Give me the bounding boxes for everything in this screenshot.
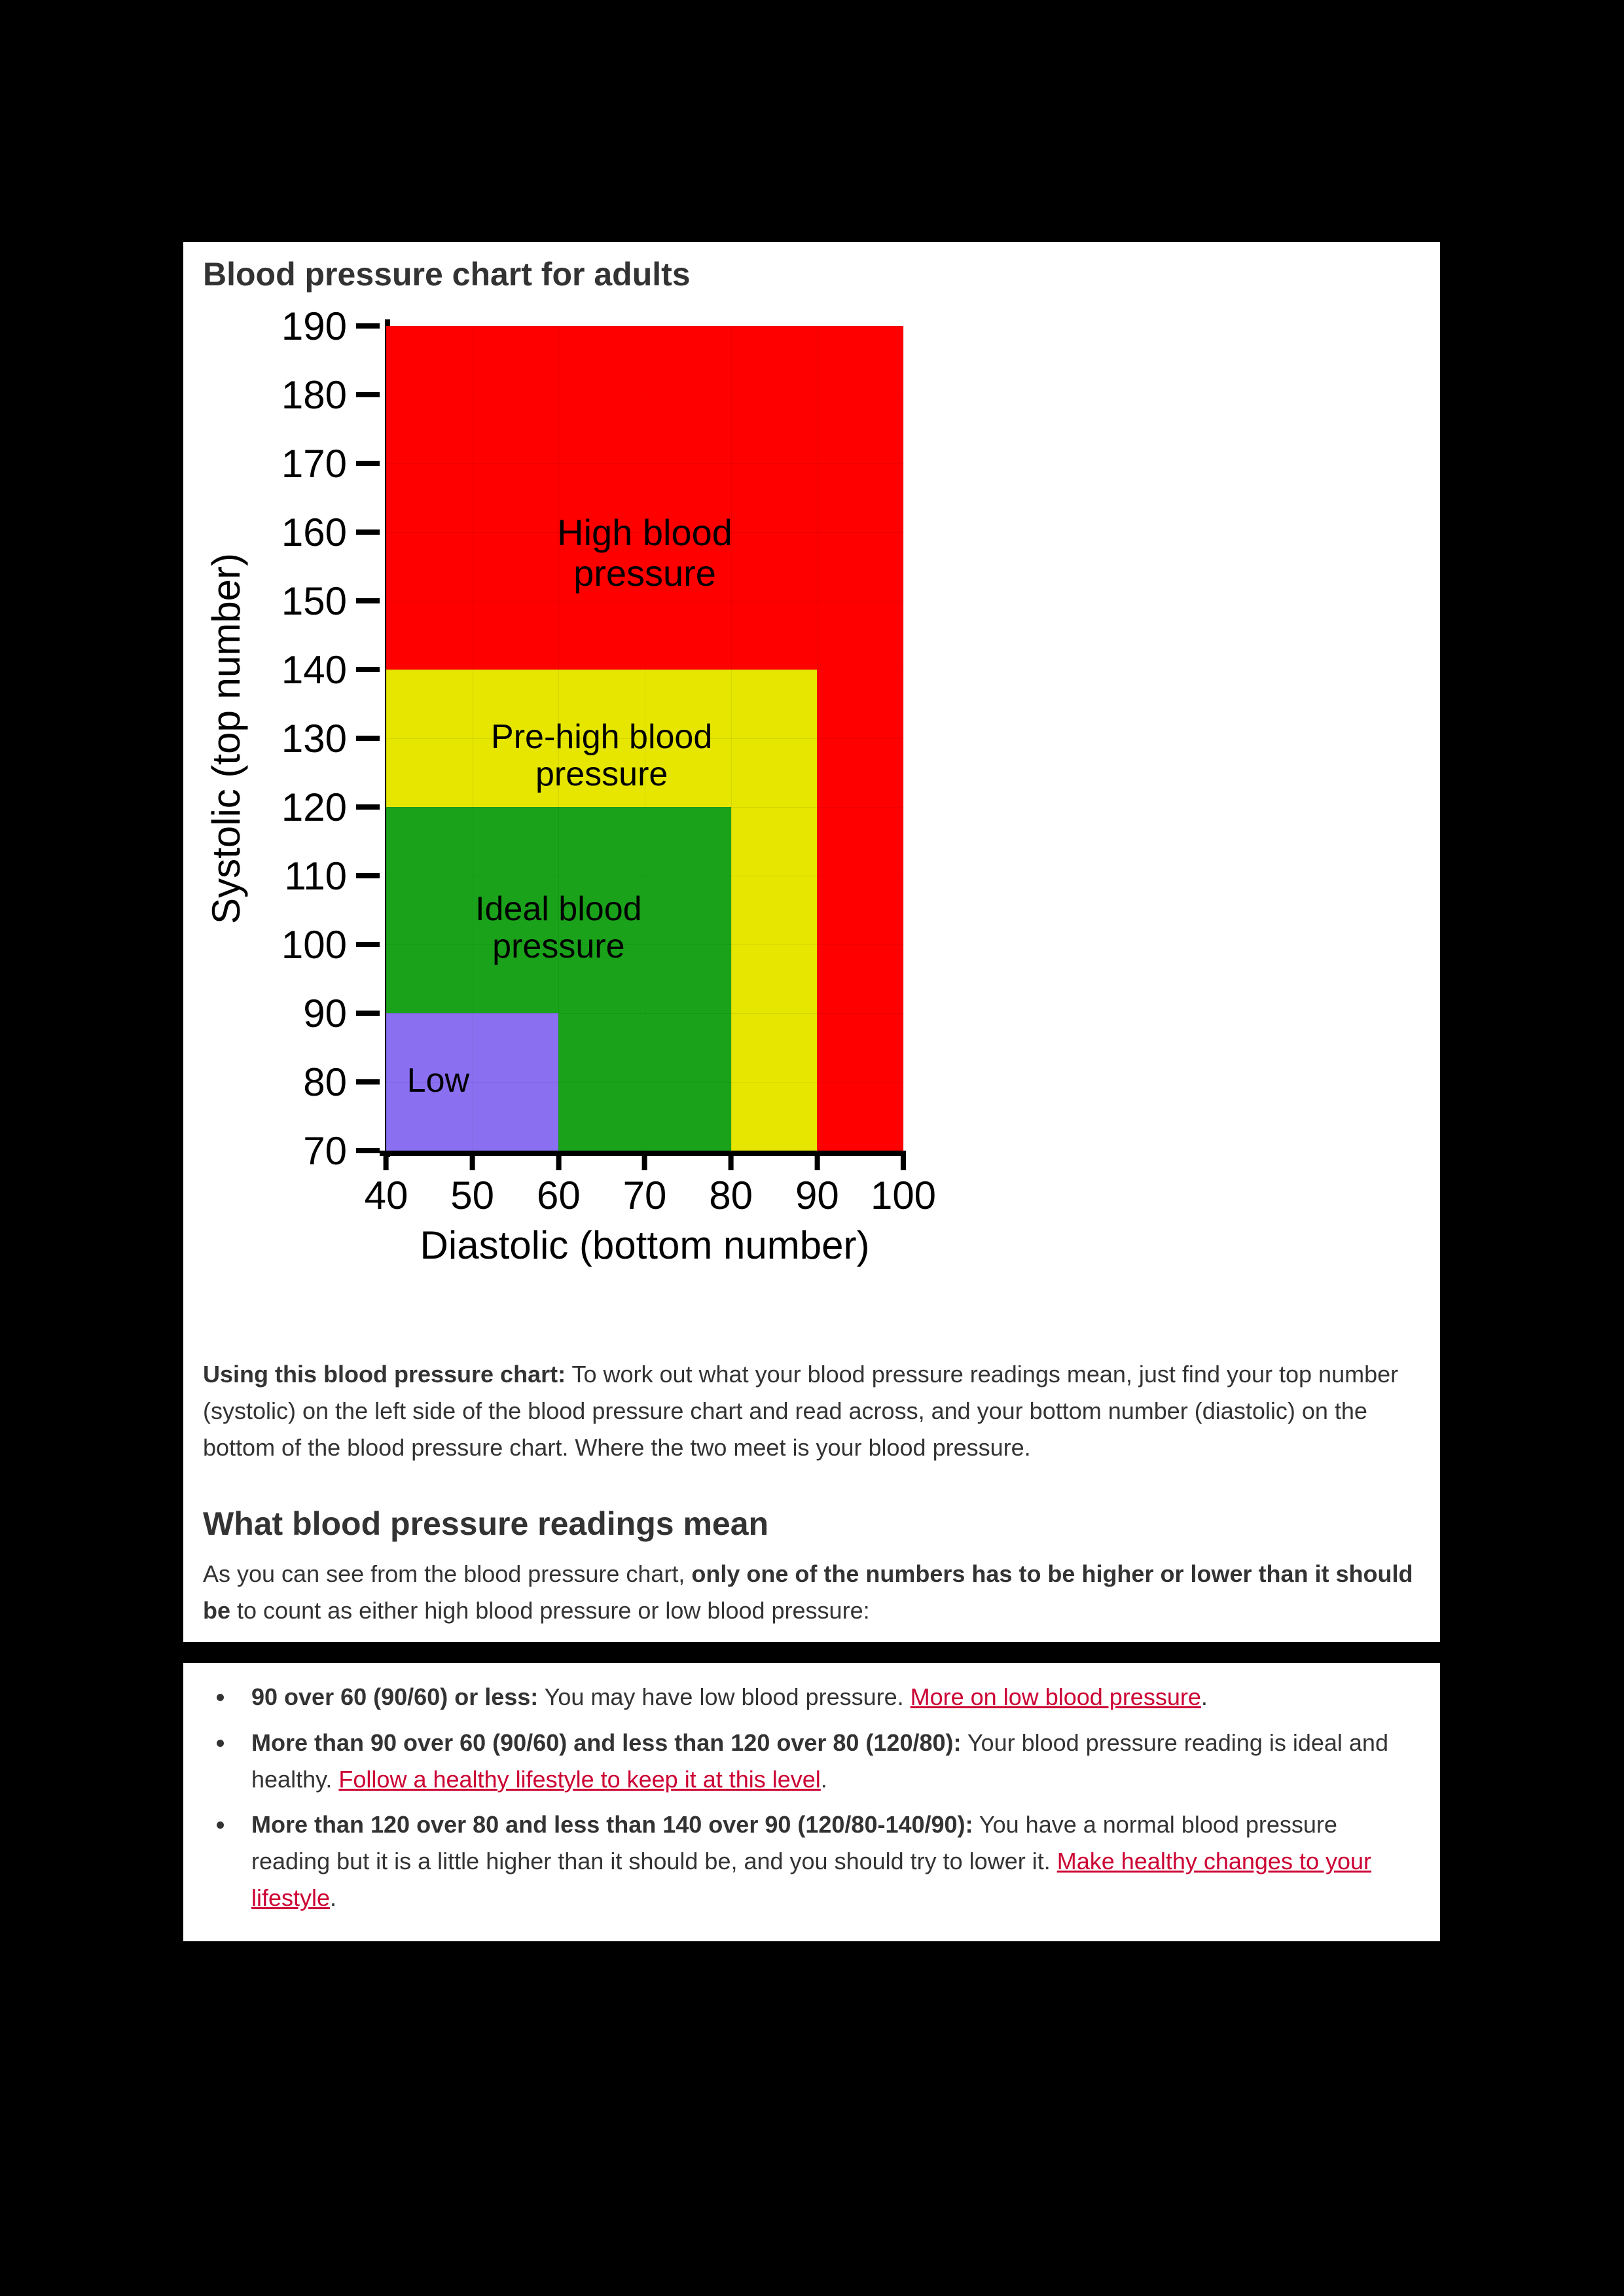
x-tick-label: 90: [795, 1173, 839, 1218]
x-tick-label: 70: [623, 1173, 667, 1218]
usage-paragraph: Using this blood pressure chart: To work…: [203, 1356, 1420, 1465]
x-tick: 50: [450, 1151, 494, 1218]
y-tick-mark: [356, 598, 380, 603]
y-tick-mark: [356, 942, 380, 947]
subhead: What blood pressure readings mean: [203, 1505, 1420, 1543]
y-tick-label: 160: [271, 510, 356, 555]
bullet-after: .: [1201, 1683, 1208, 1710]
grid-h: [386, 1013, 903, 1014]
x-tick-mark: [901, 1151, 906, 1170]
y-tick-label: 90: [271, 991, 356, 1036]
x-axis-label: Diastolic (bottom number): [386, 1223, 903, 1268]
grid-h: [386, 807, 903, 808]
page-title: Blood pressure chart for adults: [203, 255, 1420, 293]
y-tick-mark: [356, 873, 380, 878]
y-tick-label: 150: [271, 579, 356, 624]
section-gap: [183, 1642, 1440, 1663]
y-tick-mark: [356, 804, 380, 810]
x-tick: 60: [537, 1151, 581, 1218]
x-tick-label: 60: [537, 1173, 581, 1218]
section-bullets: 90 over 60 (90/60) or less: You may have…: [183, 1663, 1440, 1941]
y-tick-label: 130: [271, 716, 356, 761]
region-label-prehigh: Pre-high bloodpressure: [471, 719, 732, 793]
x-tick: 80: [709, 1151, 753, 1218]
y-tick-mark: [356, 1079, 380, 1085]
y-tick-label: 80: [271, 1060, 356, 1105]
y-tick-label: 170: [271, 441, 356, 486]
y-tick-mark: [356, 1011, 380, 1016]
x-tick-label: 50: [450, 1173, 494, 1218]
bullet-after: .: [330, 1884, 336, 1911]
region-label-high: High blood pressure: [514, 512, 776, 593]
usage-lead: Using this blood pressure chart:: [203, 1361, 566, 1388]
x-tick-mark: [729, 1151, 734, 1170]
list-item: More than 90 over 60 (90/60) and less th…: [236, 1725, 1414, 1798]
x-tick: 90: [795, 1151, 839, 1218]
y-tick-label: 140: [271, 647, 356, 692]
region-label-low: Low: [407, 1062, 538, 1100]
y-tick-mark: [356, 667, 380, 672]
sub-pre: As you can see from the blood pressure c…: [203, 1560, 691, 1587]
y-tick-label: 120: [271, 785, 356, 830]
x-ticks: 405060708090100: [386, 1151, 903, 1223]
grid-h: [386, 326, 903, 327]
bullet-link[interactable]: More on low blood pressure: [911, 1683, 1201, 1710]
sub-post: to count as either high blood pressure o…: [230, 1597, 870, 1624]
bp-bullet-list: 90 over 60 (90/60) or less: You may have…: [183, 1663, 1440, 1941]
bullet-link[interactable]: Follow a healthy lifestyle to keep it at…: [338, 1766, 820, 1793]
y-axis-label: Systolic (top number): [196, 306, 255, 1170]
y-tick-mark: [356, 736, 380, 741]
x-tick-mark: [814, 1151, 820, 1170]
x-tick-label: 40: [365, 1173, 408, 1218]
x-tick-mark: [556, 1151, 561, 1170]
list-item: More than 120 over 80 and less than 140 …: [236, 1806, 1414, 1916]
bullet-text: You may have low blood pressure.: [538, 1683, 910, 1710]
bp-chart: Systolic (top number) 190 180 170 160 150 140…: [196, 306, 903, 1347]
document-page: Blood pressure chart for adults Systolic…: [183, 242, 1440, 1941]
x-tick-mark: [470, 1151, 475, 1170]
plot-area: High blood pressure Pre-high bloodpressur…: [386, 326, 903, 1151]
x-tick-mark: [384, 1151, 389, 1170]
y-tick-mark: [356, 323, 380, 329]
list-item: 90 over 60 (90/60) or less: You may have…: [236, 1679, 1414, 1715]
y-tick-label: 180: [271, 372, 356, 418]
grid-h: [386, 463, 903, 464]
x-tick: 40: [365, 1151, 408, 1218]
bullet-lead: More than 90 over 60 (90/60) and less th…: [251, 1729, 962, 1756]
sub-paragraph: As you can see from the blood pressure c…: [203, 1556, 1420, 1629]
y-ticks: 190180170160150140130120110100908070: [255, 306, 380, 1170]
section-chart: Blood pressure chart for adults Systolic…: [183, 242, 1440, 1642]
y-tick-label: 190: [271, 304, 356, 349]
y-tick-mark: [356, 529, 380, 535]
bullet-lead: 90 over 60 (90/60) or less:: [251, 1683, 538, 1710]
y-tick-mark: [356, 461, 380, 466]
y-tick-label: 110: [271, 853, 356, 899]
y-tick-mark: [356, 392, 380, 397]
x-tick: 70: [623, 1151, 667, 1218]
x-tick-label: 100: [871, 1173, 936, 1218]
y-tick-label: 100: [271, 922, 356, 967]
bullet-lead: More than 120 over 80 and less than 140 …: [251, 1811, 973, 1838]
y-tick-label: 70: [271, 1128, 356, 1174]
x-tick: 100: [871, 1151, 936, 1218]
x-tick-mark: [642, 1151, 647, 1170]
x-tick-label: 80: [709, 1173, 753, 1218]
region-label-ideal: Ideal bloodpressure: [427, 891, 689, 965]
grid-v: [903, 326, 904, 1151]
bullet-after: .: [821, 1766, 827, 1793]
